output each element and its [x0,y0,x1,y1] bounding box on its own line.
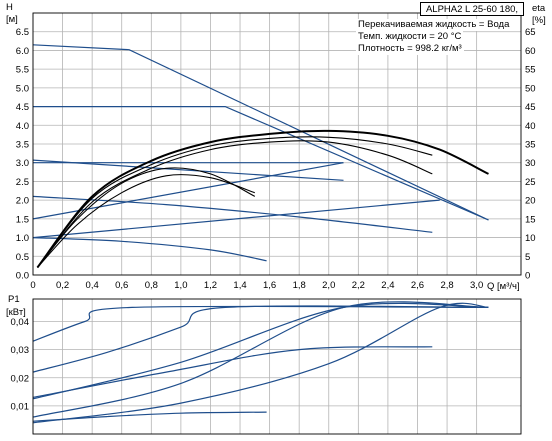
power-tick-label: 0,04 [11,317,30,328]
power-axis-label: P1 [8,294,20,305]
efficiency-curve [36,174,255,268]
head-curve-max [32,44,489,221]
y-tick-label: 2.0 [16,196,29,207]
eta-axis-label: eta [532,3,546,14]
y-tick-label: 3.0 [16,158,29,169]
x-tick-label: 1,2 [204,280,217,291]
fluid-info: Перекачиваемая жидкость = Вода [356,19,512,31]
eta-tick-label: 60 [525,46,536,57]
power-plot-frame [32,298,522,435]
eta-tick-label: 45 [525,102,536,113]
eta-tick-label: 10 [525,233,536,244]
axis-labels: 0 0,2 0,4 0,6 0,8 1,0 1,2 1,4 1,6 1,8 2,0 2,2 2,4 2,6… [6,2,546,412]
flow-axis-label: Q [м³/ч] [487,281,520,292]
x-tick-label: 2,6 [411,280,424,291]
power-curve-PP-mid [32,346,433,398]
power-curve-CP-upper [32,301,489,418]
y-tick-label: 1.0 [16,233,29,244]
y-tick-label: 1.5 [16,214,29,225]
x-tick-label: 1,6 [263,280,276,291]
eta-tick-label: 25 [525,177,536,188]
y-tick-label: 0.5 [16,252,29,263]
y-tick-label: 0.0 [16,271,29,282]
head-curve-PP-high [32,159,344,181]
power-curves [32,301,489,424]
eta-tick-label: 15 [525,214,536,225]
power-axis-unit: [кВт] [6,307,26,318]
x-tick-label: 3,0 [470,280,483,291]
power-curve-PP-low [32,411,267,422]
y-tick-label: 5.5 [16,65,29,76]
y-tick-label: 5.0 [16,83,29,94]
eta-tick-label: 55 [525,65,536,76]
y-tick-label: 2.5 [16,177,29,188]
x-tick-label: 0,4 [86,280,99,291]
eta-tick-label: 65 [525,27,536,38]
x-tick-label: 1,8 [293,280,306,291]
eta-tick-label: 35 [525,140,536,151]
y-tick-label: 3.5 [16,140,29,151]
power-curve-max [32,305,489,342]
eta-tick-label: 50 [525,83,536,94]
head-axis-label: H [6,2,13,13]
head-curves [32,44,489,262]
x-tick-label: 0,8 [145,280,158,291]
power-tick-label: 0,03 [11,345,30,356]
x-tick-label: 2,8 [440,280,453,291]
eta-tick-label: 0 [525,271,530,282]
eta-tick-label: 5 [525,252,530,263]
eta-tick-label: 40 [525,121,536,132]
x-tick-label: 2,4 [381,280,394,291]
eta-axis-unit: [%] [532,15,546,26]
head-curve-CP-high [33,106,489,221]
power-tick-label: 0,02 [11,373,30,384]
head-curve-PP-low [32,237,267,262]
head-curve-CP-line-lower [32,199,440,239]
x-tick-label: 0 [30,280,35,291]
power-tick-label: 0,01 [11,401,30,412]
power-curve-CP-lower [32,302,489,424]
efficiency-curve [36,136,433,268]
y-tick-label: 6.0 [16,46,29,57]
y-tick-label: 4.0 [16,121,29,132]
power-curve-PP-high [32,302,489,400]
temperature-info: Темп. жидкости = 20 °C [356,31,464,43]
x-tick-label: 1,0 [174,280,187,291]
efficiency-curve [36,140,433,268]
head-axis-unit: [м] [6,14,18,25]
power-curve-CP-high [32,305,489,373]
x-tick-label: 2,0 [322,280,335,291]
y-tick-label: 6.5 [16,27,29,38]
x-tick-label: 0,6 [115,280,128,291]
efficiency-curve [36,167,256,268]
density-info: Плотность = 998.2 кг/м³ [356,43,464,55]
chart-title: ALPHA2 L 25-60 180, 50Hz [420,2,524,29]
x-tick-label: 1,4 [233,280,246,291]
efficiency-curves [36,129,489,269]
x-tick-label: 0,2 [56,280,69,291]
eta-tick-label: 20 [525,196,536,207]
efficiency-curve [36,129,489,269]
x-tick-label: 2,2 [352,280,365,291]
head-plot-frame [32,12,522,276]
y-tick-label: 4.5 [16,102,29,113]
eta-tick-label: 30 [525,158,536,169]
